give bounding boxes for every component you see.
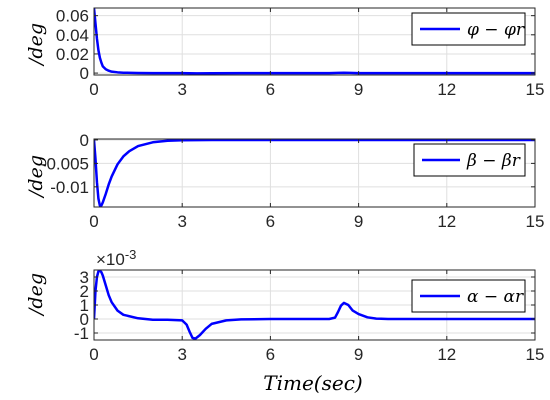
y-tick-label: 0.04 — [56, 26, 89, 45]
x-axis-label: Time(sec) — [263, 371, 362, 395]
exponent-label: ×10-3 — [96, 247, 136, 269]
series-line — [94, 139, 535, 207]
x-tick-label: 0 — [89, 212, 98, 231]
x-tick-label: 12 — [437, 345, 456, 364]
x-tick-label: 0 — [89, 80, 98, 99]
y-axis-label: /deg — [25, 23, 47, 67]
x-tick-label: 15 — [526, 345, 545, 364]
x-tick-label: 15 — [526, 80, 545, 99]
y-tick-label: 3 — [80, 268, 89, 287]
series-line — [94, 8, 535, 75]
x-tick-label: 9 — [354, 345, 363, 364]
axes-frame — [93, 7, 536, 76]
y-axis-label: /deg — [25, 155, 47, 199]
y-tick-label: 0 — [80, 310, 89, 329]
x-tick-label: 12 — [437, 212, 456, 231]
y-tick-label: 1 — [80, 296, 89, 315]
y-tick-label: -1 — [74, 324, 89, 343]
exponent-power: -3 — [125, 247, 137, 262]
x-tick-label: 6 — [266, 212, 275, 231]
subplot-phi: /deg 0 3 6 9 12 15 00.020.040.06 φ − φr — [25, 7, 544, 99]
y-tick-label: 0 — [80, 64, 89, 83]
y-tick-label: -0.01 — [50, 178, 89, 197]
legend: β − βr — [413, 143, 526, 177]
y-tick-label: 0.02 — [56, 45, 89, 64]
y-tick-label: 2 — [80, 282, 89, 301]
exponent-base: ×10 — [96, 250, 125, 269]
legend-entry: α − αr — [467, 287, 524, 307]
legend-entry: φ − φr — [467, 20, 525, 40]
axes-frame — [93, 138, 536, 208]
y-tick-label: 0.06 — [56, 7, 89, 26]
legend: φ − φr — [411, 12, 526, 46]
legend-box — [413, 143, 526, 177]
y-tick-label: 0 — [80, 131, 89, 150]
x-tick-label: 3 — [177, 80, 186, 99]
subplot-beta: /deg 0 3 6 9 12 15 0 -0.005 -0.01 β − βr — [25, 131, 544, 231]
x-tick-label: 3 — [177, 345, 186, 364]
x-tick-label: 9 — [354, 80, 363, 99]
legend: α − αr — [411, 279, 526, 313]
x-tick-label: 15 — [526, 212, 545, 231]
x-tick-label: 9 — [354, 212, 363, 231]
legend-entry: β − βr — [466, 151, 521, 171]
x-tick-label: 6 — [266, 345, 275, 364]
series-line — [94, 270, 535, 340]
x-tick-label: 12 — [437, 80, 456, 99]
x-tick-label: 0 — [89, 345, 98, 364]
y-axis-label: /deg — [25, 273, 47, 317]
x-tick-label: 3 — [177, 212, 186, 231]
y-tick-label: -0.005 — [41, 154, 89, 173]
x-tick-label: 6 — [266, 80, 275, 99]
